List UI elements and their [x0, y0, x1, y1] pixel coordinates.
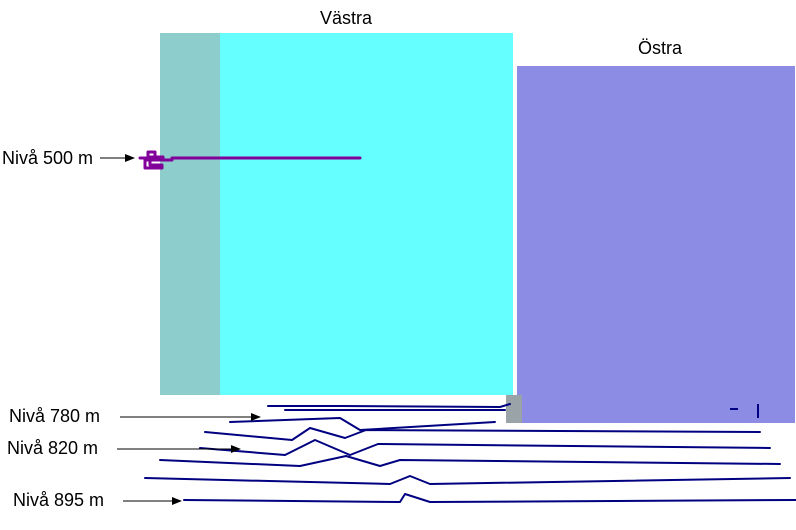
region-divider-grey: [506, 395, 522, 423]
trace-navy-4: [200, 440, 770, 455]
region-ostra: [517, 66, 795, 423]
label-level-780: Nivå 780 m: [9, 406, 100, 427]
trace-navy-5: [160, 456, 780, 466]
trace-navy-3: [205, 428, 760, 440]
trace-navy-2: [230, 418, 495, 430]
trace-navy-6: [145, 476, 790, 484]
diagram-stage: Västra Östra Nivå 500 m Nivå 780 m Nivå …: [0, 0, 796, 530]
region-vastra-main: [220, 33, 513, 395]
label-level-820: Nivå 820 m: [7, 438, 98, 459]
label-level-500: Nivå 500 m: [2, 148, 93, 169]
label-vastra: Västra: [320, 8, 372, 29]
label-level-895: Nivå 895 m: [13, 490, 104, 511]
label-ostra: Östra: [638, 38, 682, 59]
trace-navy-7: [184, 494, 796, 502]
trace-navy-0: [268, 404, 510, 407]
